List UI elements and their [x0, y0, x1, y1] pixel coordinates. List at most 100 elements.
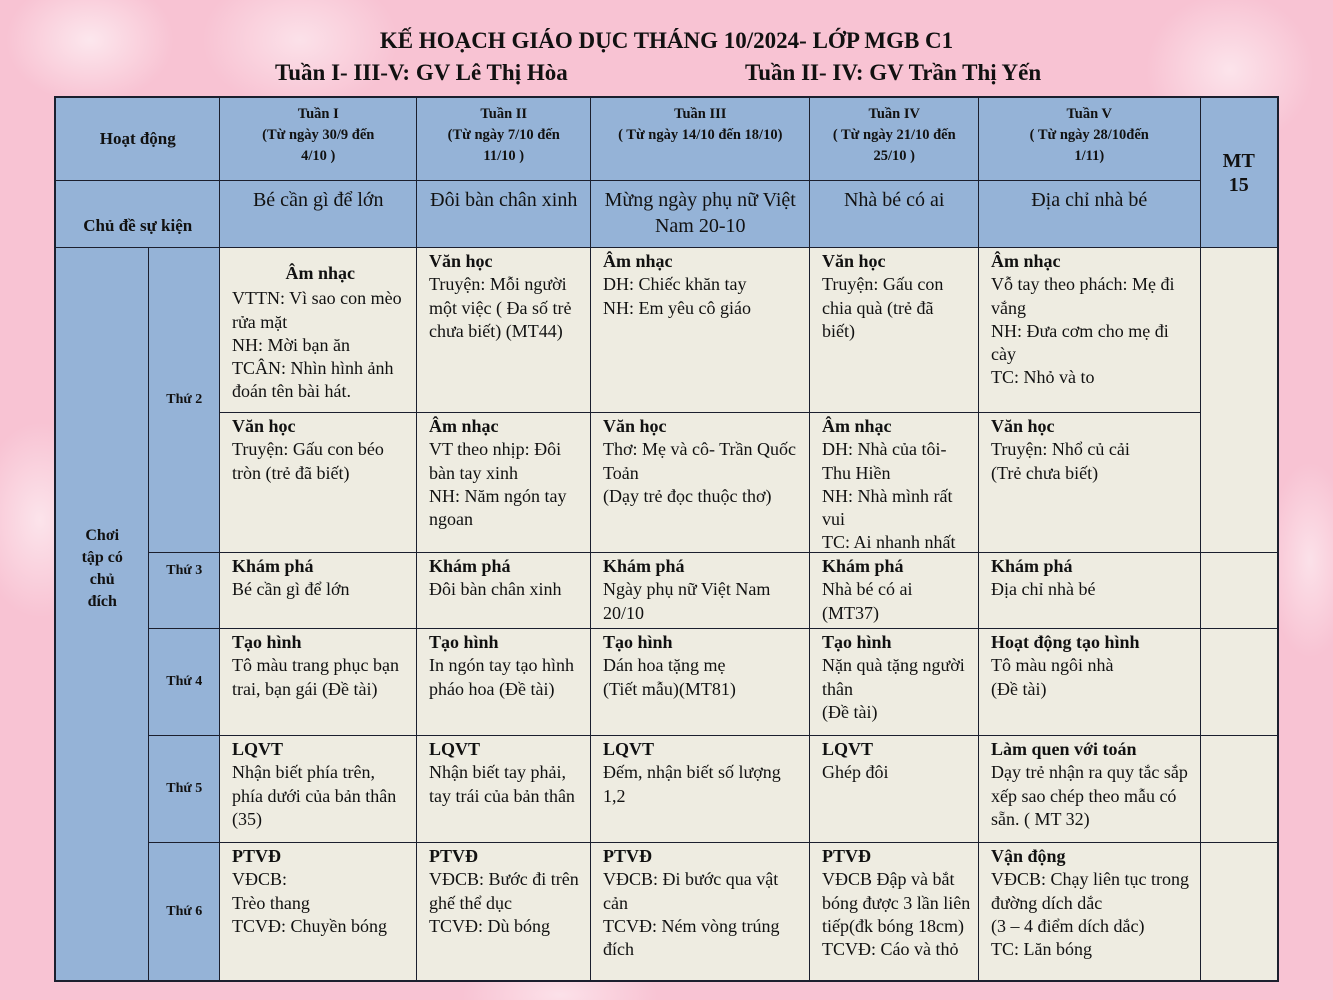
day-label: Thứ 2	[148, 247, 221, 554]
activity-description: Dạy trẻ nhận ra quy tắc sắp xếp sao chép…	[991, 762, 1188, 829]
week-name: Tuần I	[297, 106, 339, 122]
activity-description: Nhà bé có ai (MT37)	[822, 579, 913, 623]
week-name: Tuần V	[1066, 106, 1113, 122]
activity-title: Tạo hình	[429, 632, 499, 652]
activity-description: Truyện: Nhổ củ cải (Trẻ chưa biết)	[991, 439, 1130, 483]
theme-label: Chủ đề sự kiện	[55, 180, 221, 249]
mt-column-cell	[1199, 247, 1279, 554]
mt-label: MT 15	[1199, 97, 1279, 249]
activity-description: VTTN: Vì sao con mèo rửa mặt NH: Mời bạn…	[232, 288, 402, 402]
week-header: Tuần V ( Từ ngày 28/10đến 1/11)	[978, 97, 1201, 182]
activity-description: Nhận biết tay phải, tay trái của bản thâ…	[429, 762, 575, 806]
activity-title: Âm nhạc	[429, 416, 499, 436]
activity-description: VĐCB: Chạy liên tục trong đường dích dắc…	[991, 869, 1189, 960]
mt-column-cell	[1199, 552, 1279, 630]
week-theme: Mừng ngày phụ nữ Việt Nam 20-10	[590, 180, 811, 249]
activity-description: DH: Nhà của tôi- Thu Hiền NH: Nhà mình r…	[822, 439, 956, 553]
activity-cell: Làm quen với toán Dạy trẻ nhận ra quy tắc…	[978, 735, 1201, 844]
activity-description: Dán hoa tặng mẹ (Tiết mẫu)(MT81)	[603, 655, 736, 699]
activity-cell: Tạo hình Nặn quà tặng người thân (Đề tài)	[809, 628, 980, 737]
activity-title: Văn học	[429, 251, 493, 271]
activity-cell: Khám phá Địa chỉ nhà bé	[978, 552, 1201, 630]
week-name: Tuần III	[674, 106, 727, 122]
subtitle-teacher-2: Tuần II- IV: GV Trần Thị Yến	[745, 60, 1042, 85]
week-dates: (Từ ngày 7/10 đến 11/10 )	[447, 127, 560, 164]
activity-cell: Âm nhạc DH: Nhà của tôi- Thu Hiền NH: Nhà…	[809, 412, 980, 554]
activity-cell: Tạo hình Tô màu trang phục bạn trai, bạn …	[219, 628, 418, 737]
activity-description: DH: Chiếc khăn tay NH: Em yêu cô giáo	[603, 274, 751, 318]
activity-description: VĐCB: Trèo thang TCVĐ: Chuyền bóng	[232, 869, 387, 936]
activity-title: Hoạt động tạo hình	[991, 632, 1140, 652]
activity-cell: Tạo hình Dán hoa tặng mẹ (Tiết mẫu)(MT81)	[590, 628, 811, 737]
activity-description: Địa chỉ nhà bé	[991, 579, 1096, 600]
day-label: Thứ 4	[148, 628, 221, 737]
activity-title: Âm nhạc	[603, 251, 673, 271]
activity-description: VĐCB Đập và bắt bóng được 3 lần liên tiế…	[822, 869, 971, 960]
mt-column-cell	[1199, 842, 1279, 982]
page-title: KẾ HOẠCH GIÁO DỤC THÁNG 10/2024- LỚP MGB…	[379, 28, 954, 53]
corner-label: Hoạt động	[55, 97, 221, 182]
activity-cell: LQVT Nhận biết phía trên, phía dưới của b…	[219, 735, 418, 844]
activity-description: VT theo nhịp: Đôi bàn tay xinh NH: Năm n…	[429, 439, 567, 530]
activity-title: Vận động	[991, 846, 1066, 866]
week-theme: Địa chỉ nhà bé	[978, 180, 1201, 249]
activity-description: Ghép đôi	[822, 762, 889, 783]
day-label: Thứ 6	[148, 842, 221, 982]
week-name: Tuần IV	[868, 106, 920, 122]
activity-description: VĐCB: Bước đi trên ghế thể dục TCVĐ: Dù …	[429, 869, 579, 936]
activity-cell: Âm nhạc VTTN: Vì sao con mèo rửa mặt NH: …	[219, 247, 418, 414]
week-dates: ( Từ ngày 28/10đến 1/11)	[1029, 127, 1149, 164]
activity-description: Nhận biết phía trên, phía dưới của bản t…	[232, 762, 397, 829]
activity-title: Khám phá	[429, 556, 511, 576]
activity-description: Truyện: Gấu con béo tròn (trẻ đã biết)	[232, 439, 384, 483]
activity-cell: Khám phá Đôi bàn chân xinh	[416, 552, 592, 630]
activity-cell: Văn học Thơ: Mẹ và cô- Trần Quốc Toản (Dạ…	[590, 412, 811, 554]
activity-description: Truyện: Gấu con chia quà (trẻ đã biết)	[822, 274, 944, 341]
activity-cell: Khám phá Ngày phụ nữ Việt Nam 20/10	[590, 552, 811, 630]
week-header: Tuần I (Từ ngày 30/9 đến 4/10 )	[219, 97, 418, 182]
week-header: Tuần II (Từ ngày 7/10 đến 11/10 )	[416, 97, 592, 182]
activity-title: Tạo hình	[232, 632, 302, 652]
activity-description: Truyện: Mỗi người một việc ( Đa số trẻ c…	[429, 274, 572, 341]
activity-title: Khám phá	[991, 556, 1073, 576]
activity-cell: LQVT Ghép đôi	[809, 735, 980, 844]
week-theme: Bé cần gì để lớn	[219, 180, 418, 249]
week-dates: (Từ ngày 30/9 đến 4/10 )	[262, 127, 375, 164]
activity-title: PTVĐ	[232, 846, 281, 866]
activity-cell: LQVT Đếm, nhận biết số lượng 1,2	[590, 735, 811, 844]
activity-description: Bé cần gì để lớn	[232, 579, 350, 600]
activity-title: Khám phá	[822, 556, 904, 576]
activity-cell: PTVĐ VĐCB: Đi bước qua vật cản TCVĐ: Ném …	[590, 842, 811, 982]
mt-column-cell	[1199, 735, 1279, 844]
activity-cell: Khám phá Bé cần gì để lớn	[219, 552, 418, 630]
activity-title: PTVĐ	[429, 846, 478, 866]
activity-description: Thơ: Mẹ và cô- Trần Quốc Toản (Dạy trẻ đ…	[603, 439, 796, 506]
week-header: Tuần III ( Từ ngày 14/10 đến 18/10)	[590, 97, 811, 182]
activity-title: LQVT	[603, 739, 655, 759]
section-label: Chơi tập có chủ đích	[55, 247, 150, 982]
activity-title: PTVĐ	[822, 846, 871, 866]
activity-title: Khám phá	[603, 556, 685, 576]
activity-title: Văn học	[822, 251, 886, 271]
activity-cell: PTVĐ VĐCB: Bước đi trên ghế thể dục TCVĐ:…	[416, 842, 592, 982]
activity-description: VĐCB: Đi bước qua vật cản TCVĐ: Ném vòng…	[603, 869, 780, 960]
activity-cell: Văn học Truyện: Nhổ củ cải (Trẻ chưa biết…	[978, 412, 1201, 554]
week-theme: Nhà bé có ai	[809, 180, 980, 249]
activity-cell: PTVĐ VĐCB Đập và bắt bóng được 3 lần liên…	[809, 842, 980, 982]
day-label: Thứ 3	[148, 552, 221, 630]
mt-column-cell	[1199, 628, 1279, 737]
activity-title: Âm nhạc	[285, 263, 355, 283]
subtitle-teacher-1: Tuần I- III-V: GV Lê Thị Hòa	[275, 60, 568, 85]
activity-title: Văn học	[603, 416, 667, 436]
activity-description: Vỗ tay theo phách: Mẹ đi vắng NH: Đưa cơ…	[991, 274, 1175, 388]
activity-title: PTVĐ	[603, 846, 652, 866]
activity-cell: Âm nhạc Vỗ tay theo phách: Mẹ đi vắng NH:…	[978, 247, 1201, 414]
week-header: Tuần IV ( Từ ngày 21/10 đến 25/10 )	[809, 97, 980, 182]
activity-cell: PTVĐ VĐCB: Trèo thang TCVĐ: Chuyền bóng	[219, 842, 418, 982]
activity-title: LQVT	[822, 739, 874, 759]
activity-title: Làm quen với toán	[991, 739, 1137, 759]
activity-title: Âm nhạc	[991, 251, 1061, 271]
activity-cell: Hoạt động tạo hình Tô màu ngôi nhà (Đề tà…	[978, 628, 1201, 737]
activity-description: Tô màu ngôi nhà (Đề tài)	[991, 655, 1114, 699]
activity-description: Nặn quà tặng người thân (Đề tài)	[822, 655, 965, 722]
